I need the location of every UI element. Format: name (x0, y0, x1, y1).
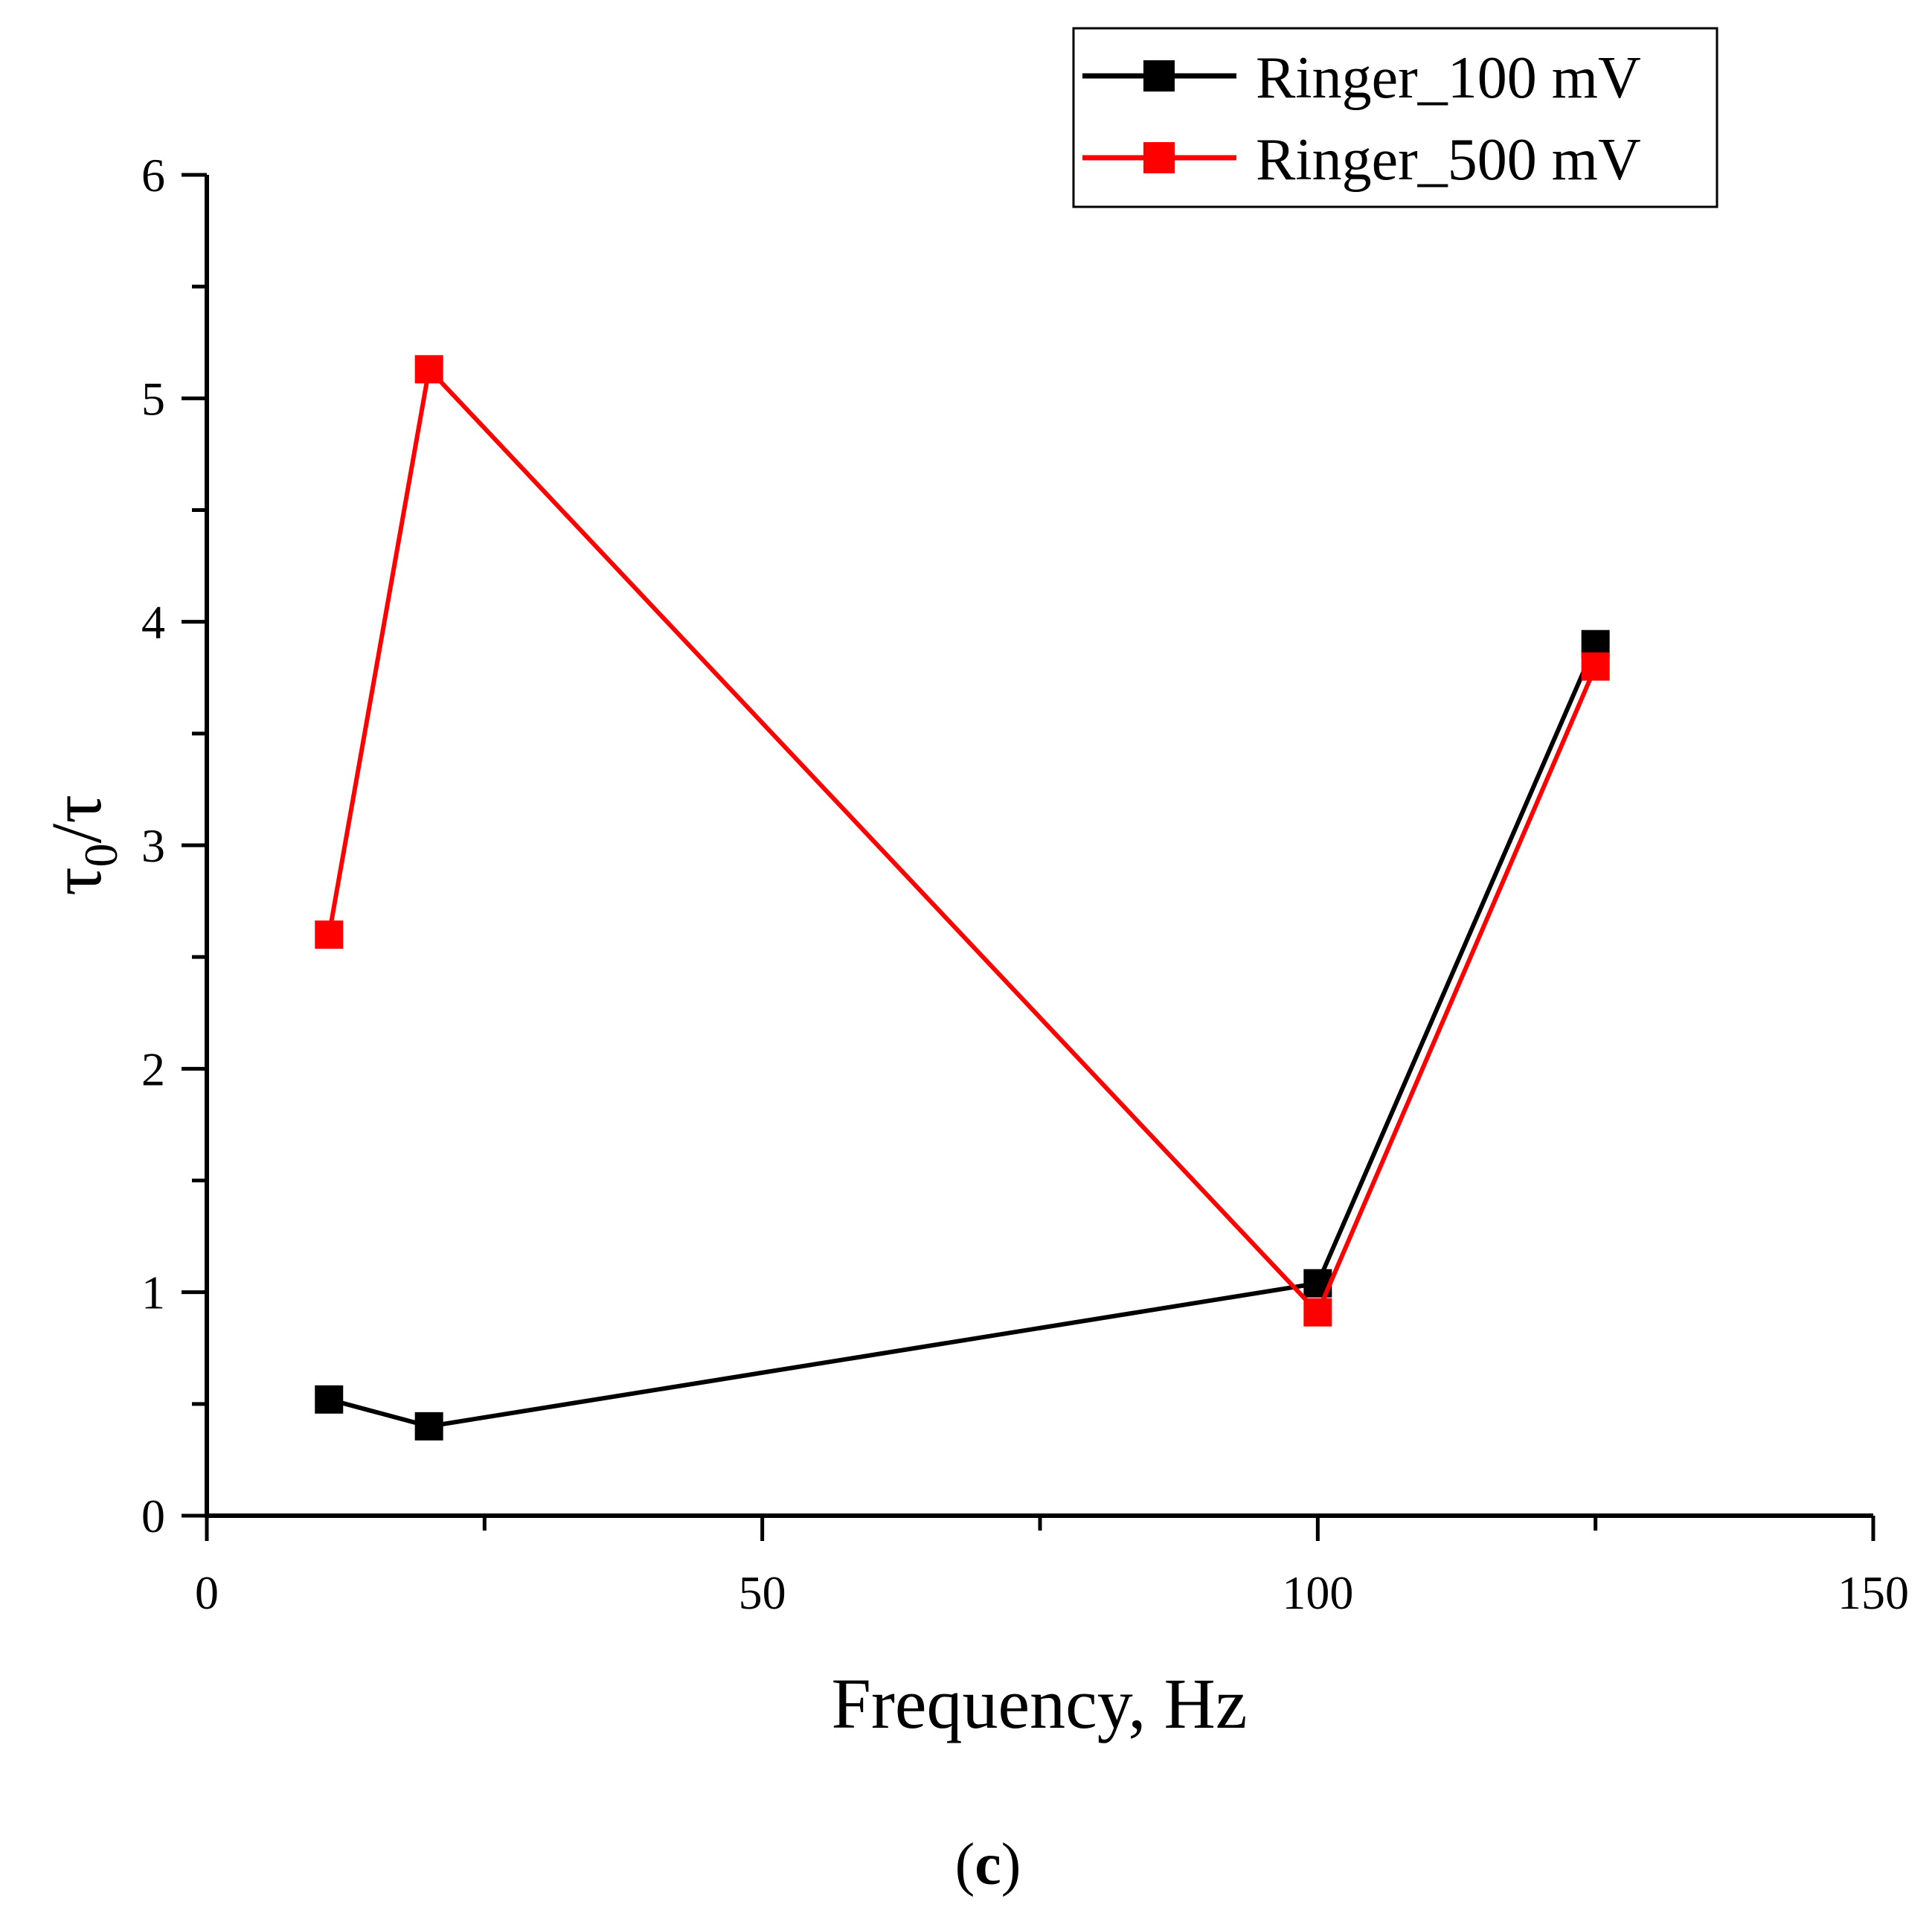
legend-label-ringer-500mv: Ringer_500 mV (1256, 127, 1641, 193)
y-axis-title-suffix: /τ (36, 795, 116, 843)
series-line-ringer-500-mv (327, 364, 1598, 1317)
legend-label-ringer-100mv: Ringer_100 mV (1256, 45, 1641, 111)
data-point-ringer-500-mv-3 (1581, 652, 1610, 681)
y-axis-title: τ0/τ (36, 795, 127, 896)
legend-entry-0: Ringer_100 mV (1082, 45, 1641, 111)
data-point-ringer-500-mv-1 (414, 355, 443, 384)
y-tick-label: 0 (141, 1490, 165, 1542)
series-line-ringer-100-mv (328, 643, 1598, 1429)
y-axis-ticks (182, 173, 207, 1518)
y-axis-title-main: τ (36, 867, 116, 896)
y-axis-title-subscript: 0 (74, 843, 127, 867)
plot-area (315, 355, 1610, 1441)
x-tick-label: 150 (1838, 1566, 1909, 1619)
legend-box (1072, 27, 1718, 208)
axes (205, 175, 1873, 1518)
data-point-ringer-100-mv-0 (315, 1385, 344, 1414)
panel-label-close: ) (1001, 1832, 1021, 1897)
y-tick-label: 3 (141, 819, 165, 872)
y-tick-labels: 0 1 2 3 4 5 6 (141, 149, 165, 1542)
data-point-ringer-100-mv-1 (414, 1412, 443, 1441)
y-tick-label: 2 (141, 1042, 165, 1095)
x-axis-title: Frequency, Hz (832, 1664, 1248, 1743)
x-axis-ticks (205, 1516, 1875, 1541)
x-tick-label: 50 (739, 1566, 786, 1619)
y-tick-label: 1 (141, 1266, 165, 1319)
data-point-ringer-500-mv-0 (315, 920, 344, 949)
legend-marker-ringer-500mv (1143, 142, 1175, 173)
panel-label: (c) (955, 1832, 1021, 1897)
x-tick-label: 0 (195, 1566, 219, 1619)
y-tick-label: 4 (141, 596, 165, 649)
legend-entry-1: Ringer_500 mV (1082, 127, 1641, 193)
panel-label-letter: c (975, 1832, 1001, 1897)
panel-label-open: ( (955, 1832, 975, 1897)
y-tick-label: 5 (141, 372, 165, 425)
legend: Ringer_100 mV Ringer_500 mV (1072, 27, 1718, 208)
data-point-ringer-500-mv-2 (1303, 1298, 1332, 1327)
x-tick-labels: 0 50 100 150 (195, 1566, 1909, 1619)
y-tick-label: 6 (141, 149, 165, 202)
x-tick-label: 100 (1282, 1566, 1353, 1619)
legend-marker-ringer-100mv (1143, 60, 1175, 92)
